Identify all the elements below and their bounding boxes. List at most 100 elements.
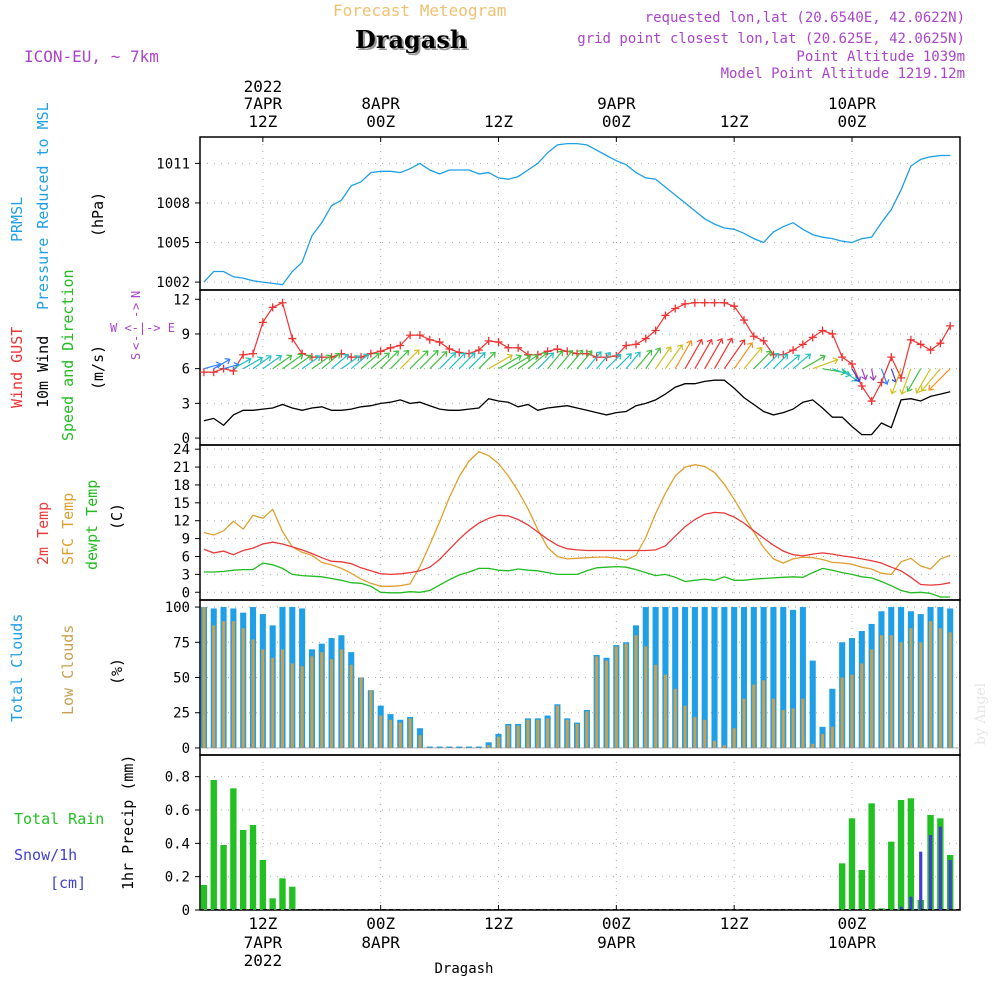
rain-bar (210, 780, 217, 910)
ylabel-10m-wind: 10m Wind (34, 336, 52, 408)
ylabel-ms: (m/s) (89, 345, 107, 390)
low-cloud-bar (762, 680, 766, 748)
snow-bar (919, 851, 923, 910)
total-cloud-bar (829, 688, 836, 748)
wind-arrow (921, 368, 941, 392)
ylabel-dewpt: dewpt Temp (83, 480, 101, 570)
total-cloud-bar (446, 746, 453, 748)
wind-arrow (615, 353, 632, 370)
gust-marker (288, 334, 297, 343)
rain-bar (897, 800, 905, 910)
low-cloud-bar (771, 698, 775, 748)
sfc-temp-line (203, 450, 951, 587)
gust-marker (415, 331, 424, 340)
gust-marker (798, 340, 807, 349)
total-cloud-bar (721, 607, 728, 748)
ytick-label: 1008 (156, 196, 190, 212)
ytick-label: 50 (173, 671, 190, 687)
wind-ylabel: Wind GUST 10m Wind Speed and Direction (m/s… (8, 269, 175, 441)
total-cloud-bar (780, 607, 787, 748)
low-cloud-bar (241, 628, 245, 748)
wind-arrow (409, 350, 429, 370)
wind-arrow (468, 352, 486, 370)
ylabel-low-clouds: Low Clouds (59, 625, 77, 715)
gust-marker (199, 368, 208, 377)
low-cloud-bar (929, 621, 933, 748)
wind-arrow (537, 352, 554, 370)
rain-bar (249, 825, 257, 910)
top-time-hour: 12Z (248, 112, 277, 131)
wind-arrow (802, 354, 826, 370)
panel-pressure: 1002 1005 1008 1011 (156, 136, 961, 291)
ytick-label: 6 (182, 362, 190, 378)
low-cloud-bar (791, 708, 795, 748)
rain-bar (230, 788, 237, 910)
low-cloud-bar (879, 635, 883, 748)
top-time-hour: 00Z (838, 112, 867, 131)
low-cloud-bar (418, 735, 422, 748)
ytick-label: 0.2 (165, 870, 190, 886)
ytick-label: 0.6 (165, 803, 190, 819)
gust-marker (631, 340, 640, 349)
wind-arrow (556, 349, 574, 370)
low-cloud-bar (280, 649, 285, 748)
low-cloud-bar (369, 690, 373, 748)
location-title-shadow: Dragash (357, 27, 469, 56)
gust-marker (789, 346, 798, 355)
pressure-ylabel: PRMSL Pressure Reduced to MSL (hPa) (8, 102, 107, 310)
wind-arrow (282, 353, 304, 370)
low-cloud-bar (654, 664, 658, 748)
gust-marker (916, 340, 925, 349)
gust-marker (739, 316, 748, 325)
low-cloud-bar (889, 635, 893, 748)
wind-arrow (655, 346, 672, 370)
gust-marker (474, 346, 483, 355)
low-cloud-bar (546, 718, 550, 748)
gust-marker (710, 298, 719, 307)
wind-arrow (880, 368, 890, 386)
total-cloud-bar (701, 607, 708, 748)
low-cloud-bar (870, 649, 874, 748)
point-altitude: Point Altitude 1039m (796, 49, 965, 65)
wind-arrow (262, 354, 283, 370)
rain-bar (279, 878, 286, 910)
low-cloud-bar (938, 628, 942, 748)
low-cloud-bar (722, 745, 726, 748)
low-cloud-bar (231, 621, 235, 748)
ytick-label: 1011 (156, 156, 190, 172)
ylabel-gust: Wind GUST (8, 327, 26, 408)
wind-arrow (906, 368, 922, 393)
ytick-label: 18 (173, 478, 190, 494)
ylabel-hpa: (hPa) (89, 192, 107, 237)
gust-marker (514, 343, 523, 352)
rain-bar (907, 798, 915, 910)
ytick-label: 1005 (156, 236, 190, 252)
gust-marker (730, 302, 739, 311)
gust-marker (661, 311, 670, 320)
wind-arrow (252, 355, 272, 370)
low-cloud-bar (526, 719, 530, 748)
low-cloud-bar (398, 722, 402, 748)
wind-arrow (861, 368, 868, 381)
wind-arrow (772, 353, 789, 370)
low-cloud-bar (614, 646, 618, 748)
gridpoint-coords: grid point closest lon,lat (20.625E, 42.… (577, 31, 965, 47)
panels: 1002100510081011036912036912151821240255… (8, 77, 961, 970)
top-time-date: 10APR (828, 94, 877, 113)
wind-arrow (517, 354, 539, 370)
low-cloud-bar (624, 643, 628, 748)
total-cloud-bar (672, 607, 679, 748)
low-cloud-bar (919, 642, 923, 748)
ylabel-speed-dir: Speed and Direction (59, 269, 77, 441)
gust-marker (268, 303, 277, 312)
ylabel-prmsl: PRMSL (8, 197, 26, 242)
wind-arrow (547, 350, 564, 370)
bottom-time-hour: 00Z (602, 914, 631, 933)
low-cloud-bar (732, 728, 736, 748)
wind-arrow (350, 353, 370, 370)
wind-arrow (566, 349, 584, 370)
gust-marker (445, 344, 454, 353)
ytick-label: 24 (173, 442, 190, 458)
ylabel-2m: 2m Temp (34, 502, 52, 565)
